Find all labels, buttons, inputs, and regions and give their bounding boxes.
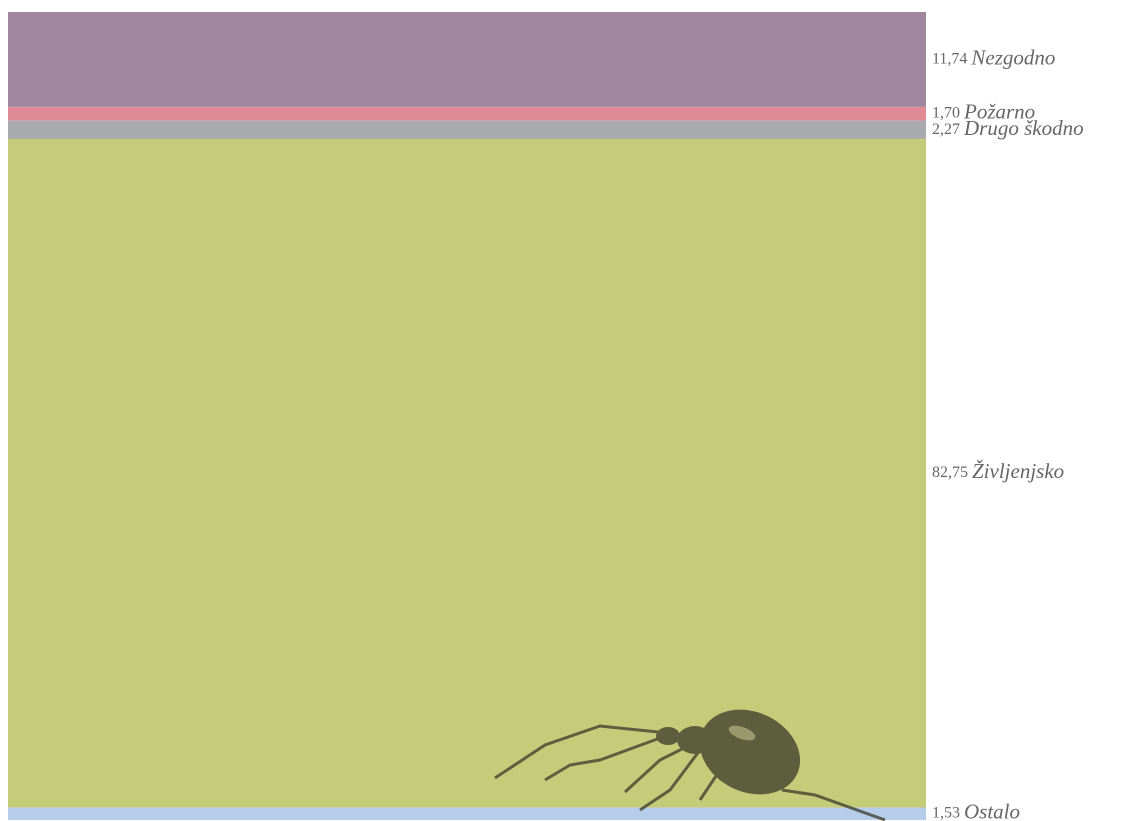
bar-segment (8, 107, 926, 121)
series-name: Nezgodno (970, 45, 1055, 69)
chart: 11,74 Nezgodno1,70 Požarno2,27 Drugo ško… (0, 0, 1142, 821)
value-label: 1,53 (932, 804, 960, 821)
value-label: 2,27 (932, 120, 960, 137)
bar-stack (8, 12, 926, 820)
series-name: Ostalo (964, 800, 1020, 821)
segment-label: 1,53 Ostalo (932, 800, 1020, 821)
page: 11,74 Nezgodno1,70 Požarno2,27 Drugo ško… (0, 0, 1142, 821)
segment-label: 82,75 Življenjsko (932, 459, 1064, 483)
value-label: 11,74 (932, 50, 967, 67)
bar-segment (8, 139, 926, 808)
value-label: 1,70 (932, 104, 960, 121)
series-name: Drugo škodno (963, 116, 1084, 140)
value-label: 82,75 (932, 464, 968, 481)
bar-segment (8, 121, 926, 139)
bar-segment (8, 12, 926, 107)
bar-segment (8, 808, 926, 820)
series-name: Življenjsko (972, 459, 1064, 483)
segment-label: 11,74 Nezgodno (932, 45, 1055, 69)
